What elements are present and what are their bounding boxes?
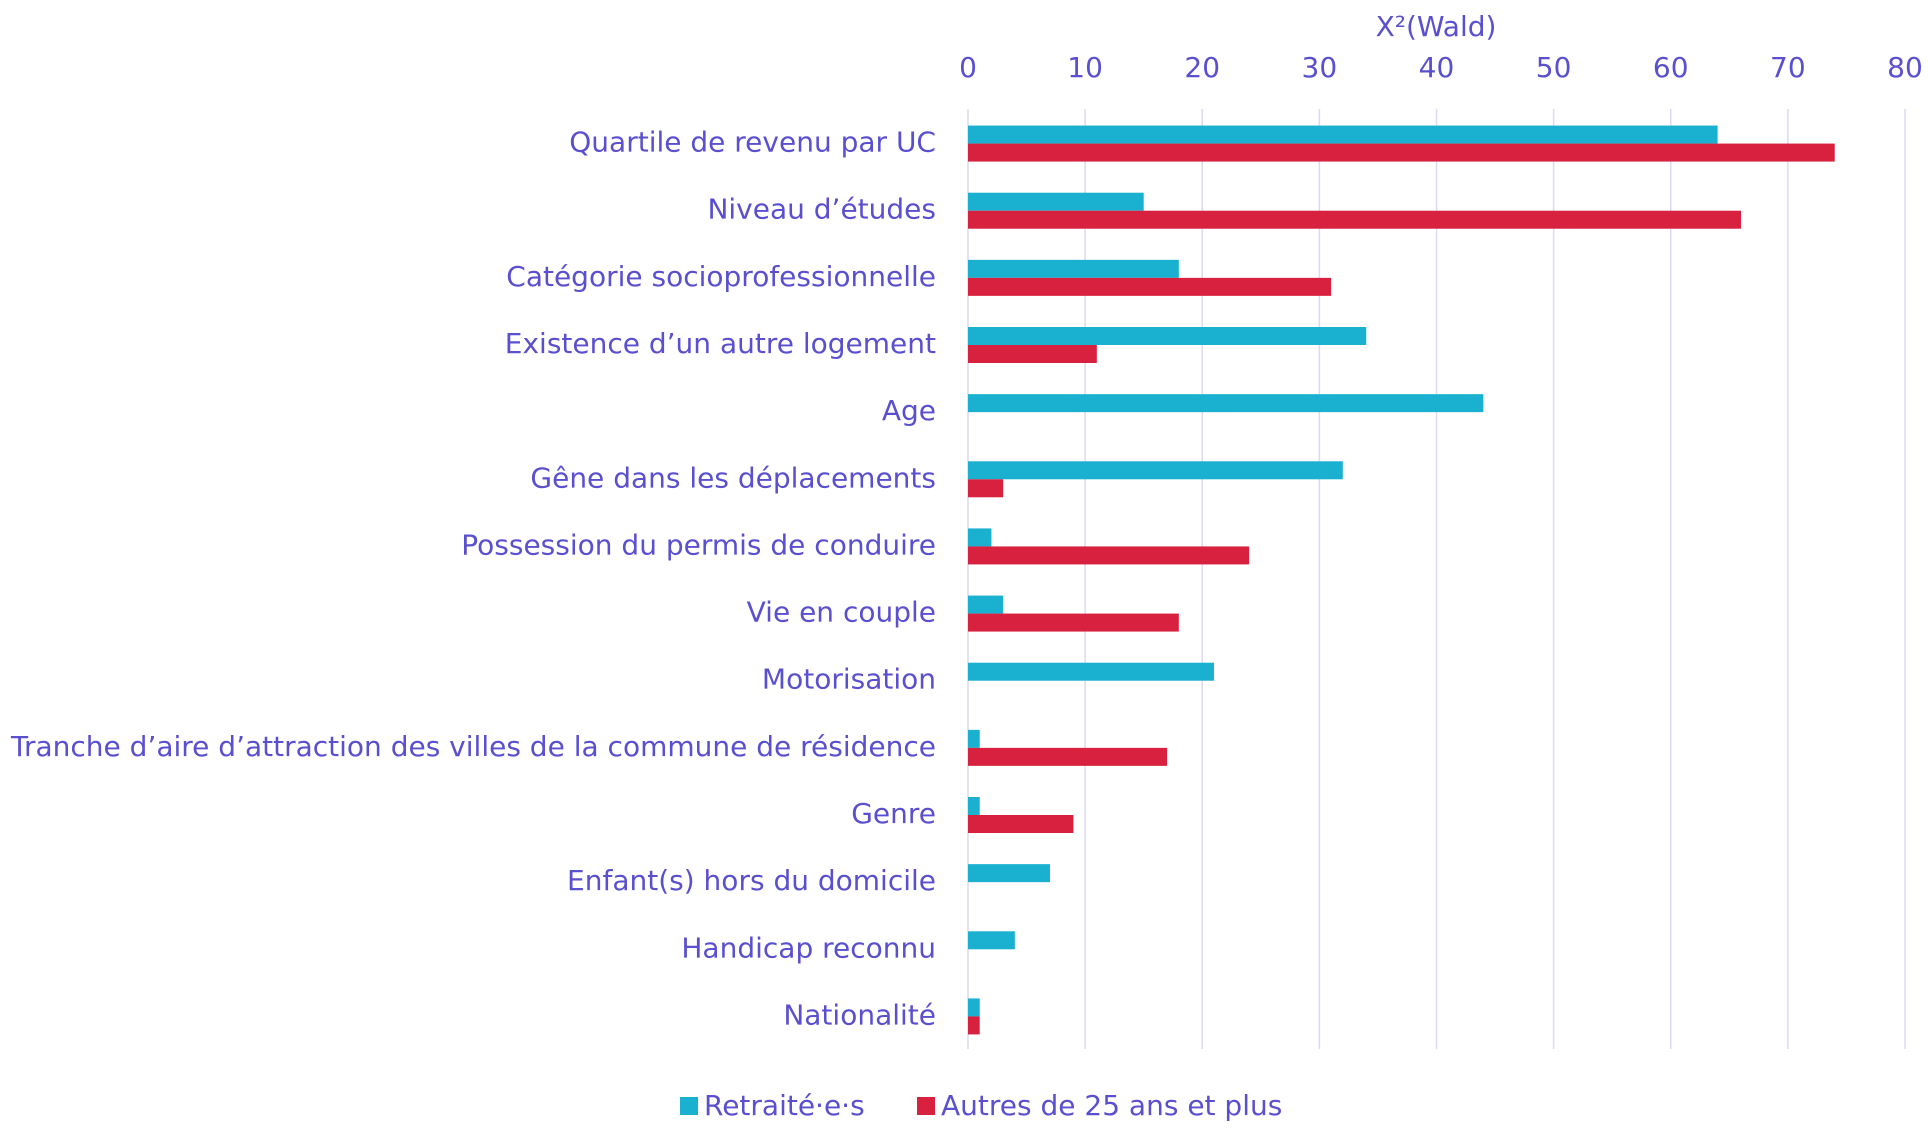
x-tick-label: 80: [1887, 51, 1923, 84]
bar: [968, 729, 980, 748]
y-tick-label: Possession du permis de conduire: [461, 528, 936, 561]
y-tick-label: Niveau d’études: [707, 193, 936, 226]
legend-swatch: [680, 1097, 698, 1115]
y-tick-label: Motorisation: [762, 663, 936, 696]
bar: [968, 259, 1179, 278]
bar: [968, 1016, 980, 1035]
y-tick-label: Vie en couple: [747, 596, 936, 629]
bar: [968, 546, 1250, 565]
bar: [968, 595, 1004, 614]
bar: [968, 931, 1015, 950]
bar: [968, 327, 1367, 345]
bar: [968, 277, 1332, 296]
bar: [968, 461, 1343, 480]
bar: [968, 998, 980, 1017]
bar: [968, 143, 1835, 162]
legend-label: Autres de 25 ans et plus: [941, 1089, 1282, 1122]
y-tick-label: Catégorie socioprofessionnelle: [506, 260, 936, 293]
bar: [968, 345, 1097, 363]
y-tick-label: Age: [882, 394, 936, 427]
y-tick-label: Handicap reconnu: [681, 931, 936, 964]
bar: [968, 613, 1179, 632]
y-tick-label: Tranche d’aire d’attraction des villes d…: [10, 730, 936, 763]
x-tick-label: 60: [1653, 51, 1689, 84]
y-tick-label: Enfant(s) hors du domicile: [567, 864, 936, 897]
legend-swatch: [917, 1097, 935, 1115]
x-tick-label: 50: [1536, 51, 1572, 84]
axis-title: X²(Wald): [1376, 10, 1497, 43]
bar: [968, 210, 1742, 229]
bar: [968, 125, 1718, 144]
bar: [968, 797, 980, 815]
bar: [968, 394, 1484, 413]
y-tick-label: Quartile de revenu par UC: [569, 126, 936, 159]
bar: [968, 864, 1050, 883]
x-tick-label: 40: [1419, 51, 1455, 84]
bar: [968, 192, 1144, 211]
x-tick-label: 70: [1770, 51, 1806, 84]
y-tick-label: Genre: [851, 797, 936, 830]
x-tick-label: 10: [1067, 51, 1103, 84]
bar: [968, 662, 1214, 681]
x-tick-label: 20: [1184, 51, 1220, 84]
bar: [968, 528, 992, 547]
bar: [968, 815, 1074, 833]
x-tick-label: 0: [959, 51, 977, 84]
legend-label: Retraité·e·s: [704, 1089, 865, 1122]
y-tick-label: Gêne dans les déplacements: [530, 461, 936, 494]
y-tick-label: Existence d’un autre logement: [505, 327, 936, 360]
x-tick-label: 30: [1302, 51, 1338, 84]
bar: [968, 479, 1004, 498]
bar: [968, 747, 1168, 766]
y-tick-label: Nationalité: [783, 998, 936, 1031]
